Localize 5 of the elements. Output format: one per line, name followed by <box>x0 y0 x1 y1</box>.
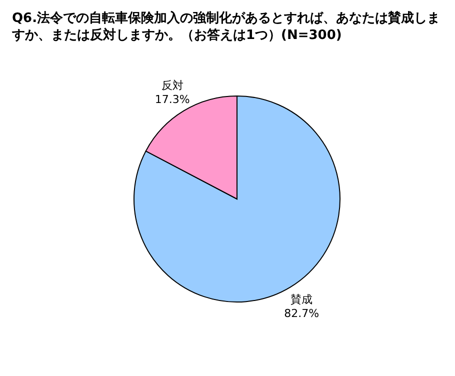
slice-label: 賛成 <box>290 292 313 306</box>
data-label: 17.3% <box>154 93 190 106</box>
chart-title: Q6.法令での自転車保険加入の強制化があるとすれば、あなたは賛成しますか、または反対しますか。（お答えは1つ）(N=300) <box>11 10 442 45</box>
data-label: 82.7% <box>284 306 320 320</box>
slice-label: 反対 <box>161 79 184 92</box>
